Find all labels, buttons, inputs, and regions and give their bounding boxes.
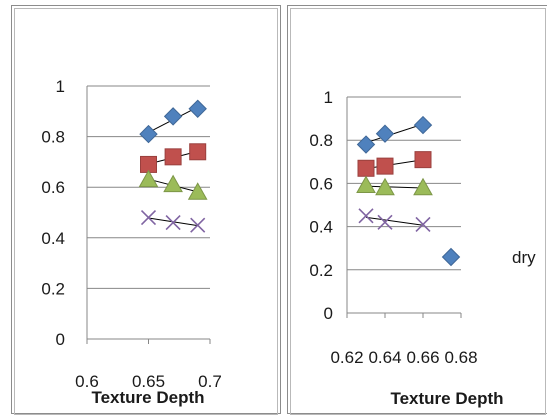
data-point-series-3-shape — [413, 177, 433, 196]
data-point-series-1 — [356, 135, 376, 154]
data-point-series-1 — [375, 124, 395, 143]
data-point-series-4 — [190, 217, 206, 233]
data-point-series-1-shape — [375, 124, 395, 143]
data-point-series-4-shape — [140, 209, 157, 226]
data-point-series-4-shape — [415, 216, 431, 233]
chart-panel-right — [287, 5, 547, 415]
x-tick-label: 0.62 — [330, 348, 363, 367]
data-point-series-4 — [415, 216, 431, 233]
data-point-series-3-shape — [187, 182, 208, 200]
data-point-series-2 — [357, 159, 375, 177]
y-tick-label: 0.6 — [41, 178, 65, 197]
y-tick-label: 0.4 — [41, 229, 65, 248]
data-point-series-2 — [376, 157, 394, 175]
data-point-series-1 — [163, 107, 183, 126]
y-tick-label: 1 — [324, 88, 333, 107]
data-point-series-3-shape — [375, 177, 395, 196]
trendline-series-2 — [365, 159, 424, 170]
data-point-series-3-shape — [138, 169, 159, 188]
trendline-series-4 — [365, 216, 424, 226]
data-point-series-3 — [163, 174, 183, 193]
data-point-series-3 — [138, 169, 159, 188]
data-point-series-1-shape — [356, 135, 376, 154]
y-tick-label: 0.6 — [309, 174, 333, 193]
y-tick-label: 0.2 — [309, 261, 333, 280]
x-tick-label: 0.6 — [75, 372, 99, 391]
data-point-series-3 — [187, 182, 208, 200]
data-point-series-4 — [165, 215, 181, 231]
data-point-series-1-shape — [413, 115, 433, 135]
data-point-series-4 — [358, 208, 374, 224]
data-point-series-1-shape — [163, 107, 183, 126]
data-point-series-3 — [356, 175, 376, 194]
y-tick-label: 0.2 — [41, 279, 65, 298]
data-point-series-2 — [189, 143, 207, 161]
data-point-series-2 — [414, 151, 432, 169]
data-point-series-4-shape — [358, 208, 374, 224]
data-point-series-4-shape — [377, 214, 393, 230]
y-tick-label: 1 — [56, 77, 65, 96]
data-point-series-4 — [140, 209, 157, 226]
legend-marker-dry — [441, 247, 461, 267]
data-point-series-2 — [164, 148, 182, 166]
data-point-series-2-shape — [357, 159, 375, 177]
data-point-series-2-shape — [414, 151, 432, 169]
trendline-series-1 — [365, 123, 424, 144]
scatter-chart-2: 0 0.2 0.4 0.6 0.8 1 0.62 0.64 0.66 0.68 Texture De… — [309, 88, 536, 408]
data-point-series-1 — [413, 115, 433, 135]
y-tick-label: 0.8 — [309, 131, 333, 150]
data-point-series-4-shape — [190, 217, 206, 233]
data-point-series-1 — [188, 99, 207, 118]
legend-label-dry: dry — [512, 248, 536, 267]
x-axis-title: Texture Depth — [390, 389, 503, 408]
data-point-series-1-shape — [139, 124, 158, 144]
y-tick-label: 0 — [56, 330, 65, 349]
data-point-series-3 — [375, 177, 395, 196]
trendline-series-3 — [365, 185, 424, 189]
x-tick-label: 0.66 — [406, 348, 439, 367]
y-tick-label: 0.4 — [309, 218, 333, 237]
data-point-series-4 — [377, 214, 393, 230]
x-axis-title: Texture Depth — [91, 388, 204, 407]
data-point-series-1 — [139, 124, 158, 144]
legend-marker-dry-shape — [441, 247, 461, 267]
x-tick-label: 0.68 — [444, 348, 477, 367]
data-point-series-1-shape — [188, 99, 207, 118]
data-point-series-3-shape — [163, 174, 183, 193]
y-tick-label: 0.8 — [41, 128, 65, 147]
data-point-series-4-shape — [165, 215, 181, 231]
data-point-series-2-shape — [376, 157, 394, 175]
x-tick-label: 0.64 — [368, 348, 401, 367]
data-point-series-3 — [413, 177, 433, 196]
y-tick-label: 0 — [324, 304, 333, 323]
data-point-series-3-shape — [356, 175, 376, 194]
data-point-series-2-shape — [164, 148, 182, 166]
x-tick-label: 0.7 — [198, 372, 222, 391]
data-point-series-2-shape — [189, 143, 207, 161]
x-tick-label: 0.65 — [132, 372, 165, 391]
